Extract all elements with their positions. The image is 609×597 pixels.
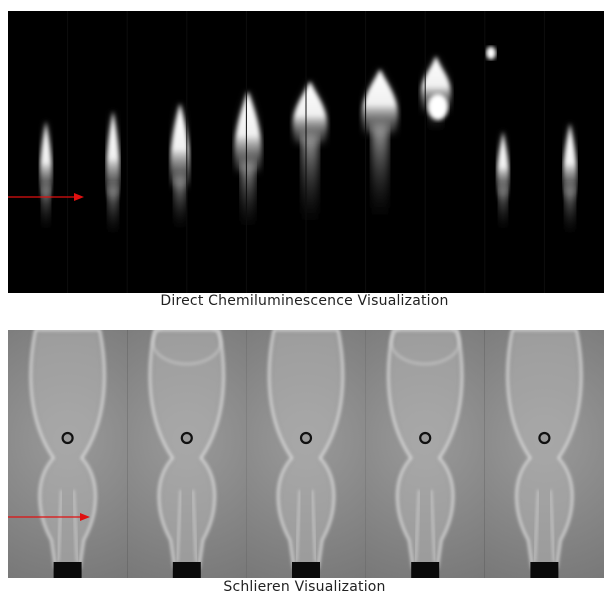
- flame-fragment-2: [428, 94, 448, 120]
- reference-ring: [419, 431, 432, 445]
- schlieren-frame-sequence: [8, 330, 604, 578]
- reference-ring: [299, 431, 313, 445]
- red-arrow-bottom: [8, 513, 90, 521]
- flame-2: [106, 111, 120, 236]
- reference-ring: [180, 431, 193, 445]
- schlieren-frame-3: [246, 330, 366, 578]
- flame-9: [563, 123, 577, 236]
- caption-schlieren: Schlieren Visualization: [223, 579, 386, 595]
- burner-nozzle: [530, 562, 559, 578]
- reference-ring: [61, 431, 74, 445]
- schlieren-frame-1: [8, 330, 128, 578]
- flame-3: [170, 103, 190, 231]
- reference-ring: [538, 431, 551, 445]
- burner-nozzle: [411, 562, 440, 578]
- burner-nozzle: [53, 562, 82, 578]
- chemiluminescence-image: [8, 11, 604, 293]
- flame-8: [497, 131, 509, 231]
- red-arrow-top: [8, 193, 84, 201]
- schlieren-frame-2: [127, 330, 247, 578]
- chemiluminescence-flame-sequence: [8, 11, 604, 293]
- flame-1: [40, 121, 52, 231]
- flame-6: [362, 69, 398, 223]
- schlieren-frame-5: [484, 330, 604, 578]
- flame-4: [234, 91, 262, 231]
- burner-nozzle: [292, 562, 320, 578]
- schlieren-frame-4: [365, 330, 485, 578]
- burner-nozzle: [172, 562, 201, 578]
- schlieren-image: [8, 330, 604, 578]
- caption-chemiluminescence: Direct Chemiluminescence Visualization: [160, 293, 449, 309]
- flame-fragment-1: [486, 46, 496, 60]
